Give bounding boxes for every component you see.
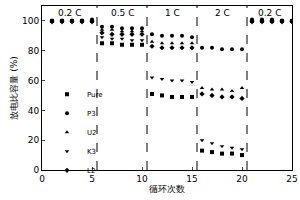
svg-text:放电比容量 (%): 放电比容量 (%) — [9, 56, 19, 119]
svg-text:K3: K3 — [87, 148, 96, 156]
svg-text:25: 25 — [286, 174, 297, 184]
svg-text:40: 40 — [28, 106, 40, 116]
svg-text:1 C: 1 C — [165, 8, 180, 18]
svg-text:U2: U2 — [87, 129, 97, 137]
svg-text:100: 100 — [22, 16, 39, 26]
svg-text:15: 15 — [186, 174, 197, 184]
svg-text:Pure: Pure — [87, 91, 103, 99]
svg-text:0: 0 — [33, 165, 39, 175]
svg-text:0: 0 — [39, 174, 45, 184]
svg-text:80: 80 — [28, 46, 40, 56]
svg-text:10: 10 — [136, 174, 148, 184]
svg-text:L2: L2 — [87, 167, 95, 175]
svg-text:20: 20 — [236, 174, 248, 184]
svg-text:0.5 C: 0.5 C — [111, 8, 134, 18]
svg-text:20: 20 — [28, 135, 40, 145]
svg-text:P3: P3 — [87, 110, 96, 118]
svg-text:0.2 C: 0.2 C — [58, 8, 81, 18]
svg-text:2 C: 2 C — [215, 8, 230, 18]
svg-text:5: 5 — [89, 174, 95, 184]
svg-text:60: 60 — [28, 76, 40, 86]
svg-text:循环次数: 循环次数 — [149, 184, 185, 194]
svg-text:0.2 C: 0.2 C — [258, 8, 281, 18]
